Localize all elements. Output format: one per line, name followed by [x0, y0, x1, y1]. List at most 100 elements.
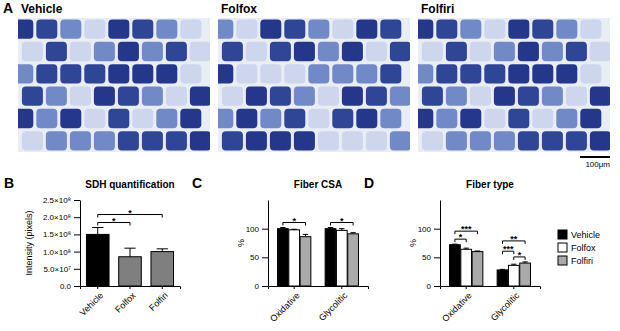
bar	[472, 252, 483, 286]
muscle-fiber	[46, 87, 67, 106]
y-tick: 5.0×10⁷	[43, 265, 80, 274]
muscle-fiber	[556, 20, 577, 39]
muscle-fiber	[556, 109, 577, 128]
muscle-fiber	[580, 20, 601, 39]
muscle-fiber	[118, 87, 139, 106]
muscle-fiber	[418, 64, 433, 83]
y-tick-label: 50	[250, 253, 259, 262]
chart: 0.05.0×10⁷1.0×10⁸1.5×10⁸2.0×10⁸2.5×10⁸Ve…	[4, 175, 181, 318]
muscle-fiber	[22, 87, 43, 106]
x-axis-line	[441, 287, 541, 290]
chart-title: Fiber CSA	[294, 179, 342, 190]
muscle-fiber	[218, 20, 233, 39]
chart: 050100OxidativeGlycoliticDFiber type%***…	[364, 175, 600, 324]
legend-swatch	[558, 256, 567, 265]
muscle-fiber	[108, 109, 129, 128]
muscle-fiber	[142, 131, 163, 150]
image-title: Vehicle	[21, 2, 63, 16]
y-axis: 0.05.0×10⁷1.0×10⁸1.5×10⁸2.0×10⁸2.5×10⁸	[43, 196, 81, 291]
bar	[289, 230, 300, 286]
y-axis-title: %	[236, 239, 246, 247]
muscle-fiber	[22, 42, 43, 61]
y-tick-mark	[434, 286, 440, 287]
error-bar	[328, 228, 333, 229]
bar	[278, 229, 289, 286]
x-tick: Oxidative	[268, 286, 302, 324]
muscle-fiber	[284, 109, 305, 128]
error-bar	[500, 269, 505, 271]
y-tick-label: 50	[422, 253, 431, 262]
muscle-fiber	[470, 87, 491, 106]
x-tick-label: Folfox	[113, 290, 138, 315]
image-title: Folfiri	[421, 2, 454, 16]
image-title: Folfox	[221, 2, 257, 16]
y-tick-mark	[262, 257, 268, 258]
muscle-fiber	[166, 42, 187, 61]
y-axis: 050100	[246, 201, 269, 292]
muscle-fiber	[142, 42, 163, 61]
muscle-fiber	[342, 131, 363, 150]
significance-label: *	[128, 208, 132, 218]
muscle-fiber	[366, 131, 387, 150]
error-bar	[475, 251, 480, 253]
muscle-fiber	[294, 131, 315, 150]
x-axis: Oxidative Glycolitic	[268, 286, 368, 324]
bar	[508, 265, 519, 286]
muscle-fiber	[508, 109, 529, 128]
muscle-fiber	[356, 109, 377, 128]
muscle-fiber	[46, 131, 67, 150]
micrograph	[18, 18, 210, 152]
muscle-fiber	[180, 20, 201, 39]
y-tick-label: 100	[246, 225, 260, 234]
y-tick-mark	[74, 252, 80, 253]
significance-label: *	[112, 216, 116, 226]
muscle-fiber	[246, 87, 267, 106]
error-bar-cap	[157, 248, 168, 249]
x-tick-label: Folfiri	[147, 290, 170, 313]
muscle-fiber	[236, 109, 257, 128]
muscle-fiber	[342, 42, 363, 61]
muscle-fiber	[180, 109, 201, 128]
muscle-fiber	[236, 20, 257, 39]
x-tick-label: Glycolitic	[317, 290, 350, 323]
muscle-fiber	[318, 131, 339, 150]
x-tick: Folfox	[113, 286, 138, 315]
y-tick-label: 100	[418, 225, 432, 234]
error-bar-cap	[328, 227, 333, 228]
muscle-fiber	[494, 131, 515, 150]
error-bar-cap	[522, 261, 527, 262]
muscle-fiber	[366, 42, 387, 61]
muscle-fiber	[246, 131, 267, 150]
muscle-fiber	[566, 87, 587, 106]
muscle-fiber	[332, 64, 353, 83]
x-tick: Glycolitic	[489, 286, 522, 323]
x-tick-mark	[294, 286, 295, 289]
muscle-fiber	[46, 42, 67, 61]
y-tick: 100	[246, 225, 268, 234]
panel-label: B	[4, 175, 14, 191]
error-bar-cap	[475, 251, 480, 252]
muscle-fiber	[422, 87, 443, 106]
muscle-fiber	[94, 87, 115, 106]
muscle-fiber	[190, 87, 210, 106]
y-tick-mark	[74, 286, 80, 287]
error-bar-cap	[124, 248, 135, 249]
muscle-fiber	[494, 42, 515, 61]
y-axis-line	[268, 201, 269, 287]
y-tick: 50	[422, 253, 440, 262]
muscle-fiber	[260, 109, 281, 128]
error-bar-cap	[500, 269, 505, 270]
muscle-fiber	[484, 109, 505, 128]
x-tick: Oxidative	[440, 286, 474, 324]
muscle-fiber	[260, 20, 281, 39]
y-tick-label: 0	[427, 282, 432, 291]
muscle-fiber	[190, 42, 210, 61]
muscle-fiber	[556, 64, 577, 83]
error-bar-cap	[292, 229, 297, 230]
y-tick-mark	[434, 257, 440, 258]
muscle-fiber	[390, 42, 410, 61]
muscle-fiber	[380, 64, 401, 83]
y-tick: 0	[427, 282, 440, 291]
error-bar	[303, 234, 308, 236]
muscle-fiber	[542, 42, 563, 61]
